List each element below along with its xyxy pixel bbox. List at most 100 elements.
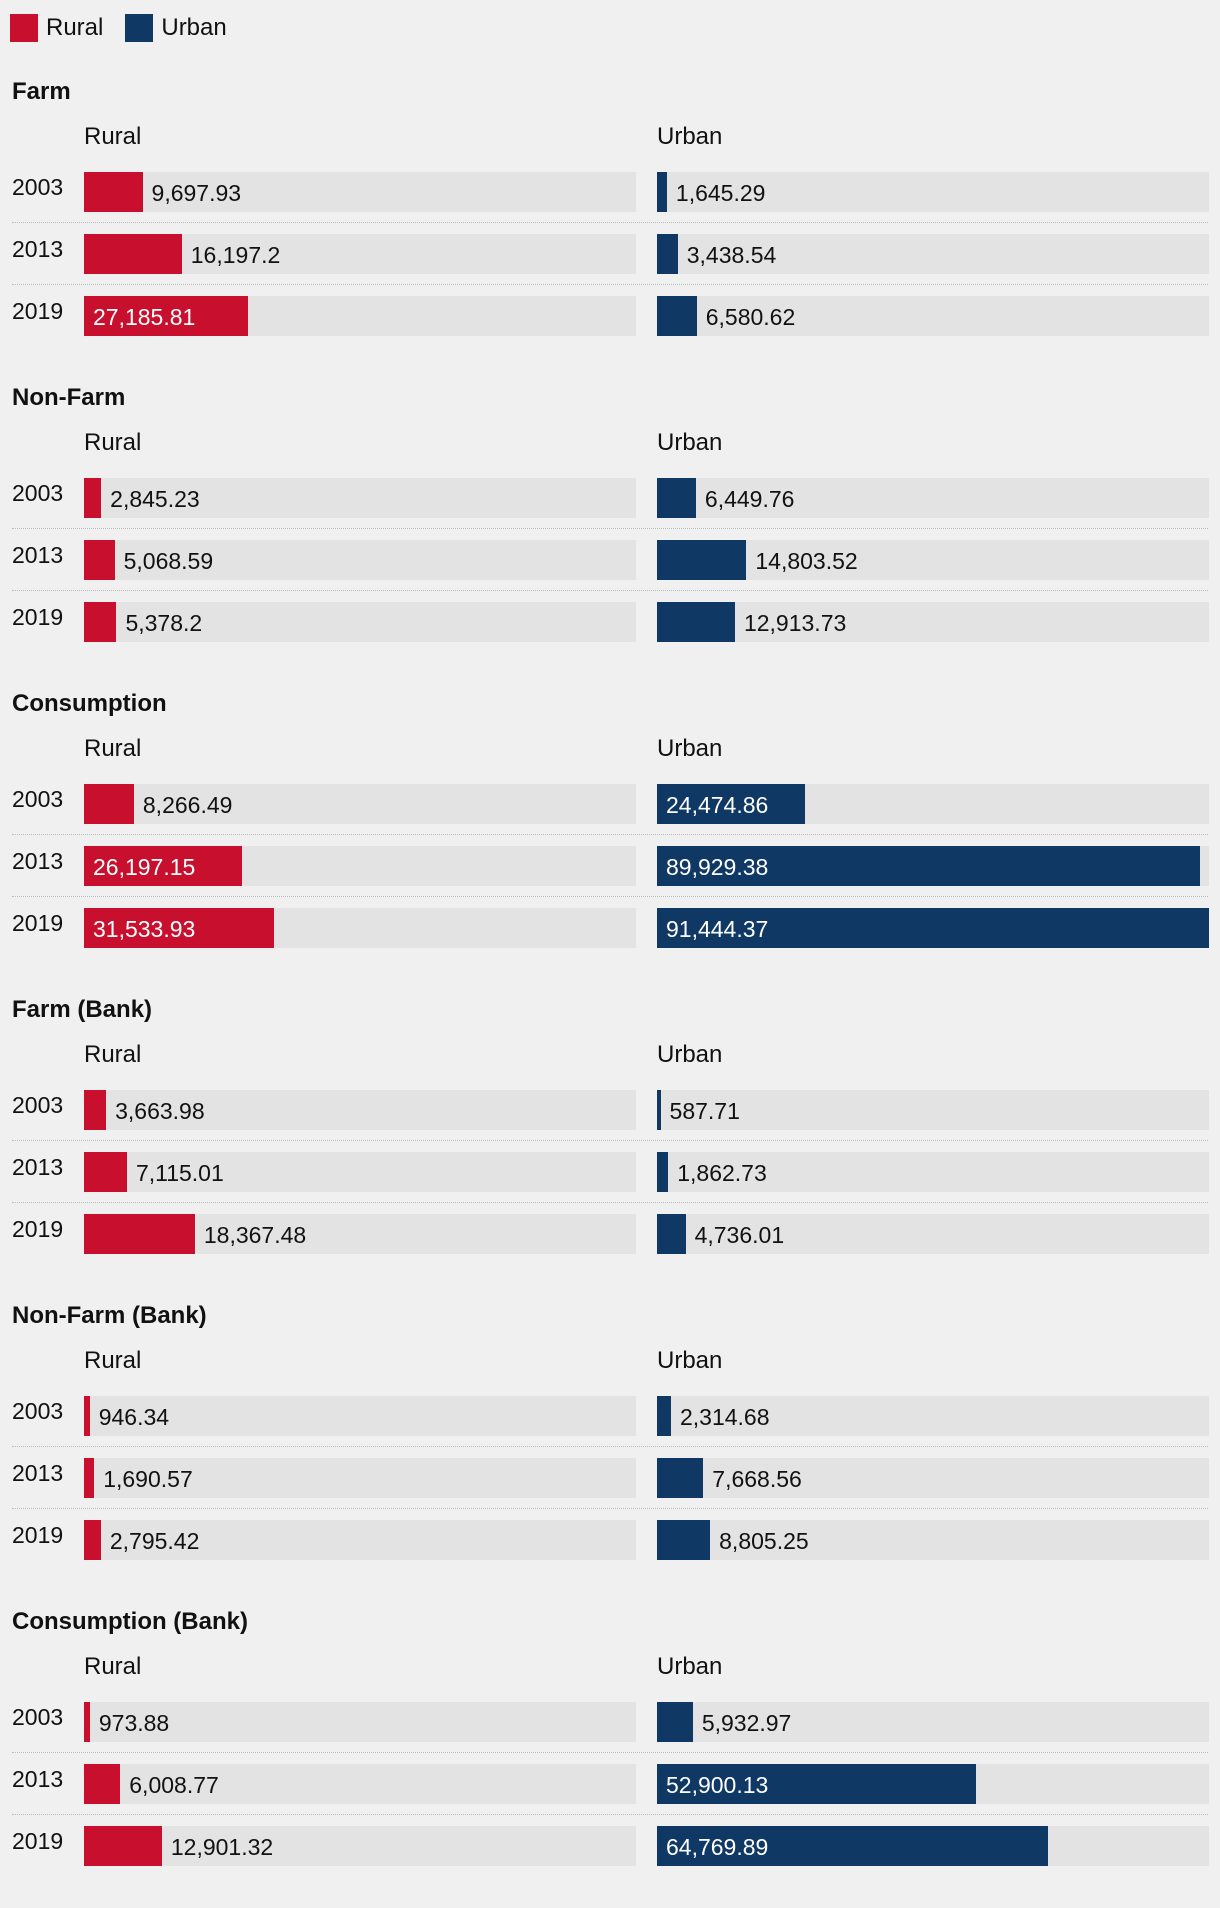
bar-urban [657,1090,661,1130]
bar-track-urban: 7,668.56 [657,1458,1209,1498]
bar-track-urban: 4,736.01 [657,1214,1209,1254]
bar-rural [84,602,117,642]
panel-title: Farm [12,78,71,105]
legend-item-rural: Rural [10,14,103,42]
chart-panel: Consumption Rural Urban 2003 8,266.49 24,474.… [0,690,1220,990]
bar-urban [657,234,678,274]
legend-swatch-rural [10,14,38,42]
bar-track-rural: 1,690.57 [84,1458,636,1498]
chart-panel: Farm Rural Urban 2003 9,697.93 1,645.29 2013 16… [0,78,1220,378]
bar-track-rural: 12,901.32 [84,1826,636,1866]
column-label-rural: Rural [84,1347,142,1374]
year-label: 2013 [12,236,64,262]
legend-item-urban: Urban [125,14,227,42]
bar-track-rural: 27,185.81 [84,296,636,336]
value-label-rural: 5,378.2 [125,610,203,636]
bar-urban [657,1152,669,1192]
bar-track-rural: 9,697.93 [84,172,636,212]
column-label-urban: Urban [657,123,723,150]
bar-row: 2019 5,378.2 12,913.73 [0,596,1220,658]
column-label-rural: Rural [84,735,142,762]
bar-urban [657,846,1200,886]
bar-row: 2019 18,367.48 4,736.01 [0,1208,1220,1270]
column-label-urban: Urban [657,1347,723,1374]
bar-track-rural: 946.34 [84,1396,636,1436]
bar-row: 2013 5,068.59 14,803.52 [0,534,1220,596]
bar-track-urban: 5,932.97 [657,1702,1209,1742]
bar-track-rural: 6,008.77 [84,1764,636,1804]
bar-rural [84,908,275,948]
bar-track-rural: 26,197.15 [84,846,636,886]
bar-row: 2003 946.34 2,314.68 [0,1390,1220,1452]
year-label: 2019 [12,1522,64,1548]
row-divider [12,222,1208,223]
column-label-urban: Urban [657,1041,723,1068]
column-label-rural: Rural [84,1041,142,1068]
bar-urban [657,296,697,336]
bar-rural [84,1396,90,1436]
chart-panel: Non-Farm Rural Urban 2003 2,845.23 6,449.76 20… [0,384,1220,684]
bar-row: 2013 7,115.01 1,862.73 [0,1146,1220,1208]
value-label-rural: 26,197.15 [93,854,196,880]
year-label: 2003 [12,1398,64,1424]
bar-row: 2003 8,266.49 24,474.86 [0,778,1220,840]
value-label-urban: 14,803.52 [755,548,858,574]
year-label: 2019 [12,910,64,936]
bar-track-urban: 587.71 [657,1090,1209,1130]
value-label-rural: 2,795.42 [109,1528,200,1554]
value-label-urban: 12,913.73 [743,610,847,636]
year-label: 2013 [12,1460,64,1486]
bar-rural [84,1826,162,1866]
value-label-rural: 31,533.93 [93,916,196,942]
year-label: 2003 [12,480,64,506]
bar-rural [84,1458,95,1498]
bar-track-rural: 3,663.98 [84,1090,636,1130]
bar-row: 2003 9,697.93 1,645.29 [0,166,1220,228]
bar-track-urban: 14,803.52 [657,540,1209,580]
bar-rural [84,1520,101,1560]
column-label-urban: Urban [657,735,723,762]
panel-title: Consumption [12,690,167,717]
value-label-urban: 24,474.86 [666,792,769,818]
bar-track-rural: 5,068.59 [84,540,636,580]
bar-track-rural: 2,795.42 [84,1520,636,1560]
value-label-urban: 89,929.38 [666,854,769,880]
bar-urban [657,1458,704,1498]
bar-rural [84,296,249,336]
value-label-urban: 1,862.73 [677,1160,767,1186]
panel-title: Consumption (Bank) [12,1608,248,1635]
bar-track-urban: 64,769.89 [657,1826,1209,1866]
bar-row: 2013 1,690.57 7,668.56 [0,1452,1220,1514]
panel-title: Non-Farm (Bank) [12,1302,207,1329]
bar-rural [84,1214,195,1254]
value-label-rural: 27,185.81 [93,304,196,330]
row-divider [12,896,1208,897]
bar-urban [657,1214,686,1254]
bar-rural [84,172,143,212]
bar-rural [84,1764,121,1804]
bar-row: 2013 26,197.15 89,929.38 [0,840,1220,902]
row-divider [12,284,1208,285]
value-label-rural: 946.34 [98,1404,170,1430]
chart-panel: Farm (Bank) Rural Urban 2003 3,663.98 587.71 2… [0,996,1220,1296]
bar-rural [84,478,102,518]
bar-urban [657,1520,711,1560]
bar-urban [657,172,667,212]
bar-rural [84,846,243,886]
bar-urban [657,1826,1048,1866]
row-divider [12,1752,1208,1753]
row-divider [12,590,1208,591]
column-label-urban: Urban [657,429,723,456]
row-divider [12,1446,1208,1447]
value-label-urban: 6,449.76 [704,486,795,512]
value-label-rural: 8,266.49 [142,792,233,818]
bar-urban [657,784,805,824]
year-label: 2003 [12,1092,64,1118]
value-label-urban: 64,769.89 [666,1834,769,1860]
row-divider [12,1508,1208,1509]
bar-urban [657,478,696,518]
column-label-urban: Urban [657,1653,723,1680]
value-label-urban: 587.71 [669,1098,740,1124]
year-label: 2013 [12,1766,64,1792]
year-label: 2019 [12,298,64,324]
